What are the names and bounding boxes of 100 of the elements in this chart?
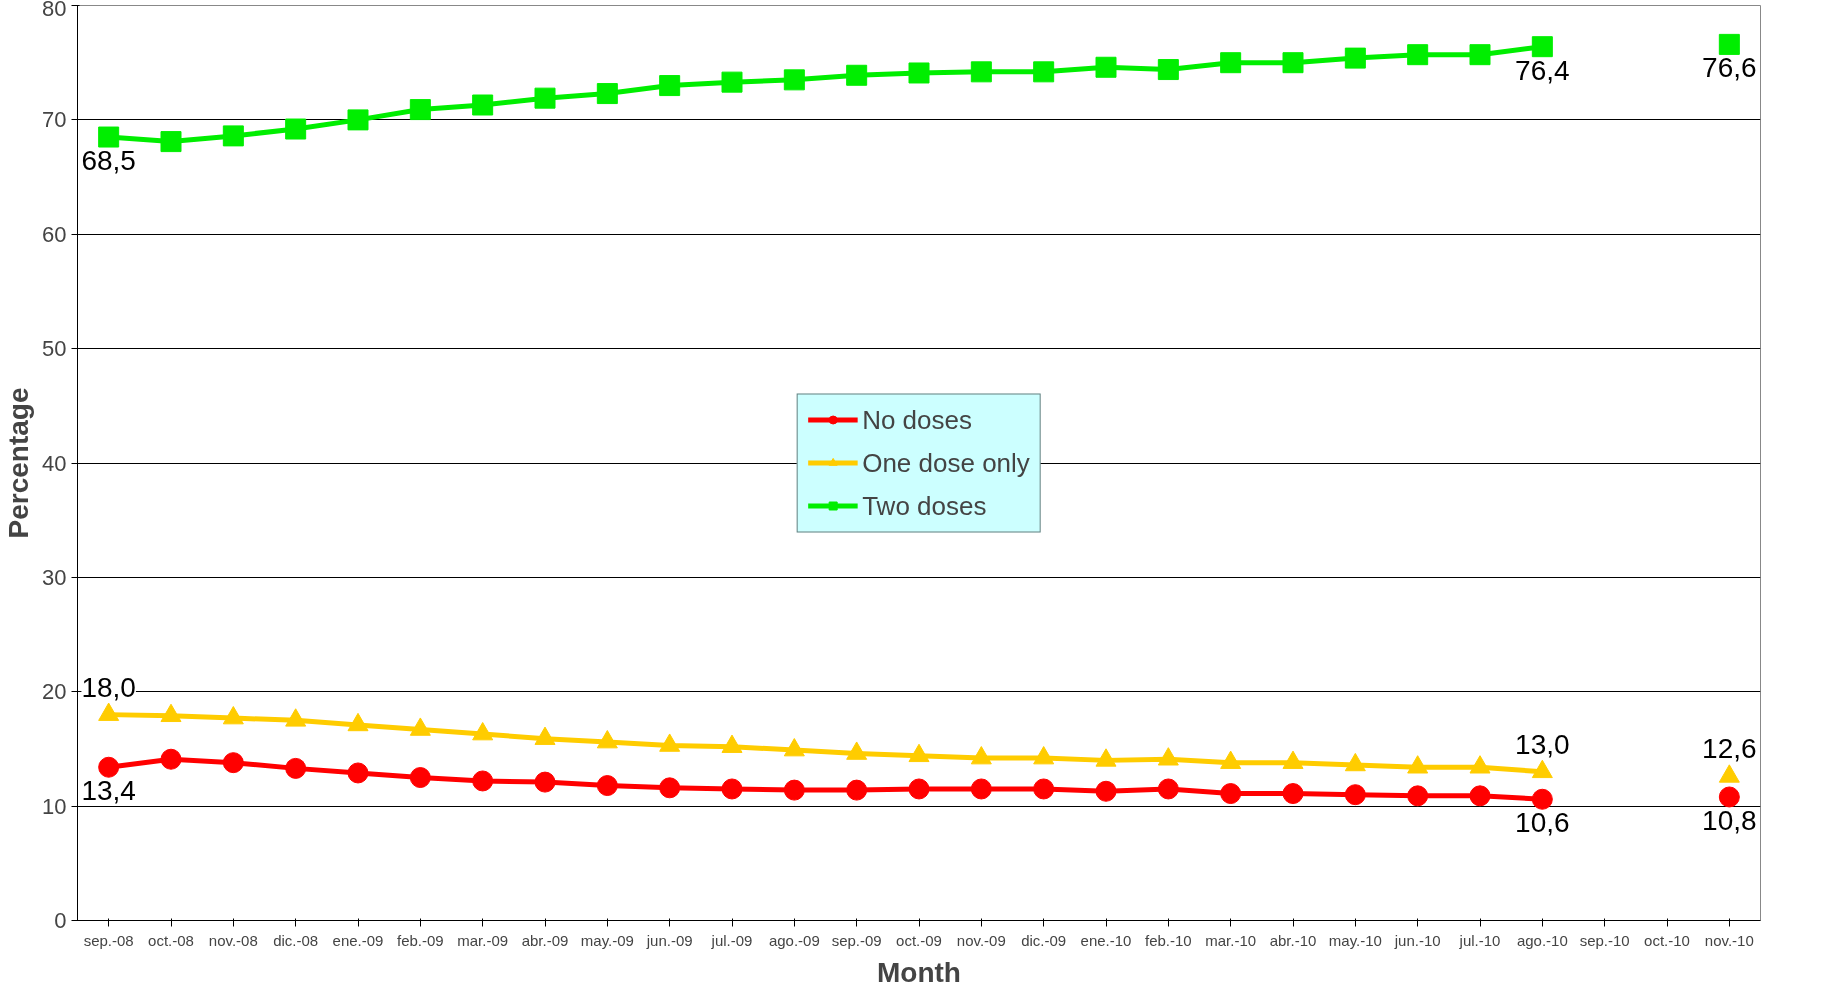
point — [1531, 36, 1553, 58]
point — [409, 99, 431, 121]
x-tick-label: ago.-10 — [1516, 931, 1568, 949]
legend-label: No doses — [862, 404, 973, 435]
point — [1095, 780, 1117, 802]
x-tick-label: nov.-10 — [1704, 931, 1754, 949]
point — [721, 71, 743, 93]
point — [160, 131, 182, 153]
point — [222, 752, 244, 774]
point — [1344, 47, 1366, 69]
point — [908, 62, 930, 84]
x-tick-label: oct.-09 — [896, 931, 942, 949]
point — [1282, 52, 1304, 74]
x-tick-label: dic.-08 — [273, 931, 319, 949]
data-label: 76,4 — [1515, 54, 1570, 86]
point — [1407, 785, 1429, 807]
x-tick-label: oct.-08 — [148, 931, 194, 949]
point — [1531, 788, 1553, 810]
point — [160, 748, 182, 770]
x-tick-label: abr.-10 — [1269, 931, 1317, 949]
x-tick-label: may.-09 — [580, 931, 634, 949]
data-label: 13,4 — [81, 775, 136, 807]
x-tick-label: ene.-10 — [1080, 931, 1132, 949]
x-axis-title: Month — [877, 956, 961, 988]
point — [659, 75, 681, 97]
legend-label: One dose only — [862, 447, 1030, 478]
x-tick-label: jul.-09 — [710, 931, 753, 949]
x-tick-label: mar.-10 — [1205, 931, 1257, 949]
x-tick-label: feb.-09 — [396, 931, 444, 949]
point — [659, 777, 681, 799]
point — [534, 771, 556, 793]
point — [98, 126, 120, 148]
point — [846, 64, 868, 86]
x-tick-label: ago.-09 — [768, 931, 820, 949]
x-tick-label: mar.-09 — [457, 931, 509, 949]
point — [347, 109, 369, 131]
y-tick-label: 80 — [42, 0, 67, 21]
y-tick-label: 20 — [42, 679, 67, 705]
point — [1220, 783, 1242, 805]
point — [1157, 59, 1179, 81]
point — [1157, 778, 1179, 800]
point — [783, 779, 805, 801]
point — [1469, 785, 1491, 807]
x-tick-label: abr.-09 — [521, 931, 569, 949]
point — [409, 767, 431, 789]
point — [285, 118, 307, 140]
data-label: 13,0 — [1515, 728, 1570, 760]
data-label: 12,6 — [1702, 733, 1757, 765]
point — [1033, 61, 1055, 83]
point — [1220, 52, 1242, 74]
y-tick-label: 60 — [42, 221, 67, 247]
point — [472, 94, 494, 116]
data-label: 76,6 — [1702, 52, 1757, 84]
x-tick-label: sep.-09 — [831, 931, 882, 949]
x-tick-label: sep.-10 — [1579, 931, 1630, 949]
y-tick-label: 0 — [54, 908, 67, 933]
point — [1344, 784, 1366, 806]
data-label: 68,5 — [81, 145, 136, 177]
point — [596, 83, 618, 105]
data-label: 18,0 — [81, 671, 136, 703]
y-tick-label: 50 — [42, 336, 67, 362]
point — [970, 61, 992, 83]
x-tick-label: jul.-10 — [1458, 931, 1501, 949]
point — [783, 69, 805, 91]
point — [1718, 786, 1740, 808]
point — [596, 775, 618, 797]
point — [1095, 56, 1117, 78]
data-label: 10,8 — [1702, 804, 1757, 836]
x-tick-label: feb.-10 — [1144, 931, 1192, 949]
legend-label: Two doses — [862, 490, 987, 521]
x-tick-label: dic.-09 — [1021, 931, 1067, 949]
point — [1407, 44, 1429, 66]
point — [98, 756, 120, 778]
point — [1033, 778, 1055, 800]
point — [1282, 783, 1304, 805]
point — [534, 87, 556, 109]
point — [1718, 33, 1740, 55]
y-tick-label: 10 — [42, 793, 67, 819]
point — [222, 125, 244, 147]
x-tick-label: nov.-08 — [208, 931, 258, 949]
y-tick-label: 40 — [42, 450, 67, 476]
x-tick-label: nov.-09 — [956, 931, 1006, 949]
point — [721, 778, 743, 800]
x-tick-label: sep.-08 — [83, 931, 134, 949]
y-axis-title: Percentage — [3, 387, 35, 539]
point — [908, 778, 930, 800]
point — [1469, 44, 1491, 66]
x-tick-label: oct.-10 — [1644, 931, 1690, 949]
point — [846, 779, 868, 801]
x-tick-label: jun.-10 — [1393, 931, 1441, 949]
point — [285, 757, 307, 779]
x-tick-label: jun.-09 — [645, 931, 693, 949]
y-tick-label: 30 — [42, 564, 67, 590]
point — [472, 770, 494, 792]
point — [970, 778, 992, 800]
point — [347, 762, 369, 784]
x-tick-label: may.-10 — [1328, 931, 1382, 949]
data-label: 10,6 — [1515, 807, 1570, 839]
x-tick-label: ene.-09 — [332, 931, 384, 949]
y-tick-label: 70 — [42, 107, 67, 133]
